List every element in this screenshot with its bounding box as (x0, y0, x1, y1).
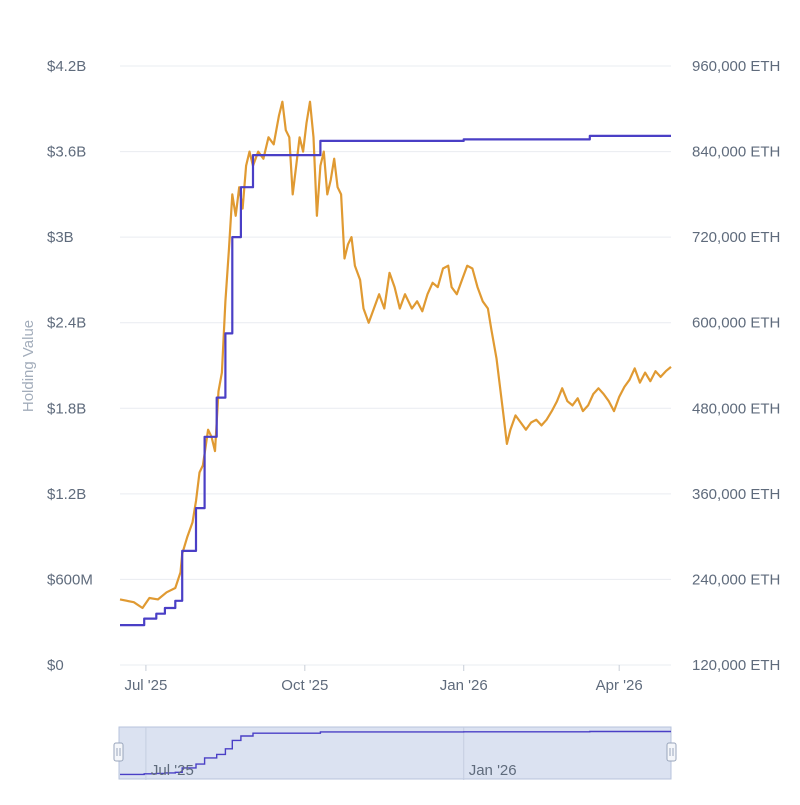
left-tick-label: $2.4B (47, 315, 86, 332)
x-tick-label: Jan '26 (440, 677, 488, 694)
left-tick-label: $600M (47, 571, 93, 588)
right-tick-label: 840,000 ETH (692, 144, 780, 161)
left-axis: $0 $600M $1.2B $1.8B $2.4B $3B $3.6B $4.2B (47, 58, 93, 674)
navigator-right-handle[interactable] (666, 742, 677, 762)
right-tick-label: 720,000 ETH (692, 229, 780, 246)
x-tick-label: Apr '26 (596, 677, 643, 694)
range-navigator[interactable]: Jul '25 Jan '26 (113, 726, 677, 780)
navigator-x-axis: Jul '25 Jan '26 (151, 762, 517, 779)
right-tick-label: 120,000 ETH (692, 657, 780, 674)
navigator-grid (145, 727, 465, 780)
left-tick-label: $1.8B (47, 400, 86, 417)
x-tick-label: Oct '25 (281, 677, 328, 694)
left-tick-label: $0 (47, 657, 64, 674)
eth-holdings-line (120, 134, 671, 627)
navigator-tick-label: Jul '25 (151, 762, 194, 779)
series-layer (119, 100, 672, 627)
left-tick-label: $3.6B (47, 144, 86, 161)
right-axis: 120,000 ETH 240,000 ETH 360,000 ETH 480,000… (692, 58, 780, 674)
right-tick-label: 960,000 ETH (692, 58, 780, 75)
navigator-selection[interactable] (118, 726, 672, 780)
x-axis: Jul '25 Oct '25 Jan '26 Apr '26 (124, 665, 643, 694)
y-axis-title: Holding Value (20, 320, 37, 412)
left-tick-label: $4.2B (47, 58, 86, 75)
right-tick-label: 360,000 ETH (692, 486, 780, 503)
right-tick-label: 240,000 ETH (692, 571, 780, 588)
left-tick-label: $3B (47, 229, 74, 246)
grid-lines (120, 65, 671, 666)
right-tick-label: 600,000 ETH (692, 315, 780, 332)
left-tick-label: $1.2B (47, 486, 86, 503)
x-tick-label: Jul '25 (124, 677, 167, 694)
navigator-eth-line (120, 730, 671, 776)
holding-value-line (119, 100, 672, 610)
navigator-left-handle[interactable] (113, 742, 124, 762)
navigator-tick-label: Jan '26 (469, 762, 517, 779)
navigator-series (120, 730, 671, 776)
right-tick-label: 480,000 ETH (692, 400, 780, 417)
